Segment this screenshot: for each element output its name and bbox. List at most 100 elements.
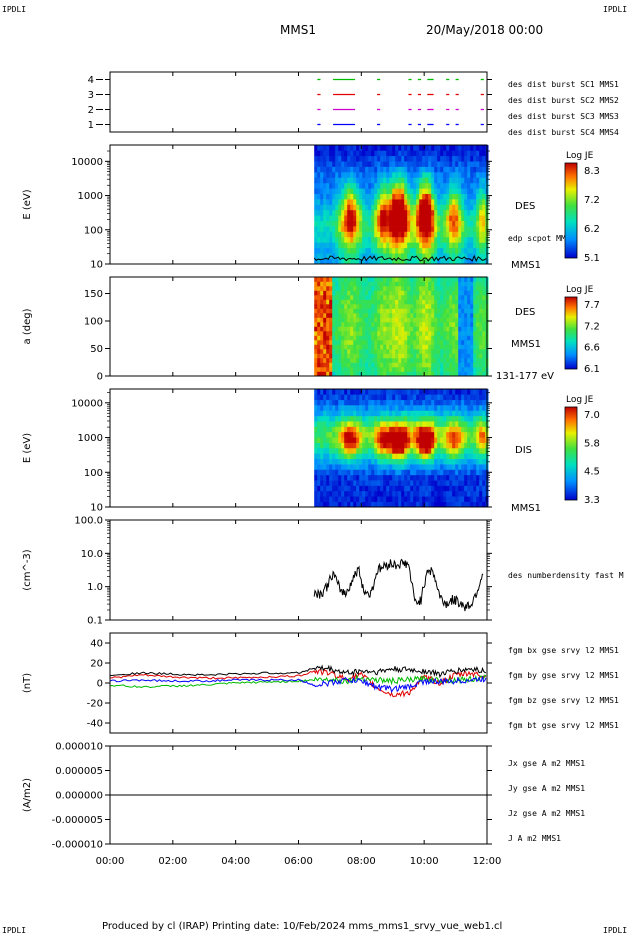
colorbar-tick-label: 7.2 <box>584 195 600 206</box>
series-line-green <box>109 674 487 689</box>
x-tick-label: 00:00 <box>96 856 125 867</box>
y-tick-label: 10000 <box>71 157 103 168</box>
panel-des-pitch: 0 50 100 150 a (deg) DES MMS1 131-177 eV Log JE 7… <box>22 276 600 383</box>
spectrogram-des-pitch <box>314 277 489 377</box>
colorbar-tick-label: 7.0 <box>584 410 600 421</box>
y-tick-label: -40 <box>87 719 103 730</box>
x-tick-label: 02:00 <box>158 856 187 867</box>
corner-label-top-right: IPDLI <box>603 5 627 14</box>
spacecraft-sublabel: MMS1 <box>511 503 541 514</box>
series-label-black: des numberdensity fast M <box>508 571 624 580</box>
series-line-blue <box>109 676 487 694</box>
panel-current-density: Jx gse A m2 MMS1 Jy gse A m2 MMS1 Jz gse A… <box>22 742 585 851</box>
series-label-red: fgm bx gse srvy l2 MMS1 <box>508 646 619 655</box>
y-tick-label: 100 <box>84 468 103 479</box>
colorbar-title: Log JE <box>566 285 594 295</box>
series-line-black <box>313 558 484 612</box>
y-axis-label: (cm^-3) <box>22 549 33 590</box>
instrument-label: DES <box>515 201 535 212</box>
energy-range-label: 131-177 eV <box>496 371 554 382</box>
x-tick-label: 10:00 <box>410 856 439 867</box>
colorbar-tick-label: 4.5 <box>584 467 600 478</box>
spacecraft-sublabel: MMS1 <box>511 260 541 271</box>
y-tick-label: 4 <box>88 75 94 86</box>
y-tick-label: 1000 <box>78 433 103 444</box>
y-tick-label: 100 <box>84 317 103 328</box>
series-label-blue: Jz gse A m2 MMS1 <box>508 809 585 818</box>
colorbar-des-pitch: Log JE 7.7 7.2 6.6 6.1 <box>564 285 600 375</box>
spectrogram-des-energy <box>313 145 489 265</box>
y-axis-label: E (eV) <box>22 189 33 219</box>
colorbar-tick-label: 7.7 <box>584 300 600 311</box>
y-tick-label: 10000 <box>71 398 103 409</box>
panel-dis-energy: 10 100 1000 10000 E (eV) DIS MMS1 Log JE 7.0 5.8 4… <box>22 388 600 514</box>
y-tick-label: 3 <box>88 90 94 101</box>
datetime-title: 20/May/2018 00:00 <box>426 23 543 37</box>
y-tick-label: 10 <box>90 503 103 514</box>
y-tick-label: 150 <box>84 289 103 300</box>
colorbar-tick-label: 5.8 <box>584 438 600 449</box>
colorbar-tick-label: 8.3 <box>584 166 600 177</box>
series-label-green: fgm by gse srvy l2 MMS1 <box>508 671 619 680</box>
colorbar-tick-label: 6.6 <box>584 343 600 354</box>
y-axis-label: (nT) <box>22 673 33 693</box>
colorbar-tick-label: 6.2 <box>584 224 600 235</box>
legend-entry-red: des dist burst SC3 MMS3 <box>508 112 619 121</box>
y-tick-label: 50 <box>90 344 103 355</box>
y-tick-label: 10 <box>90 260 103 271</box>
footer-text: Produced by cl (IRAP) Printing date: 10/… <box>102 921 502 932</box>
y-tick-label: 0 <box>97 372 103 383</box>
y-axis-label: a (deg) <box>22 308 33 344</box>
y-tick-label: -0.000010 <box>52 840 103 851</box>
instrument-label: DIS <box>515 445 532 456</box>
y-tick-label: -0.000005 <box>52 815 103 826</box>
colorbar-dis-energy: Log JE 7.0 5.8 4.5 3.3 <box>564 395 600 506</box>
colorbar-tick-label: 3.3 <box>584 495 600 506</box>
y-tick-label: 0 <box>97 679 103 690</box>
y-tick-label: 20 <box>90 659 103 670</box>
x-tick-label: 12:00 <box>473 856 502 867</box>
corner-label-bottom-left: IPDLI <box>2 926 26 934</box>
y-tick-label: 0.000005 <box>55 766 103 777</box>
y-tick-label: 1 <box>88 120 94 131</box>
colorbar-scale <box>564 406 578 501</box>
x-tick-label: 06:00 <box>284 856 313 867</box>
y-tick-label: 40 <box>90 639 103 650</box>
y-tick-label: 0.000010 <box>55 742 103 753</box>
y-tick-label: 2 <box>88 105 94 116</box>
legend-entry-green: des dist burst SC4 MMS4 <box>508 128 619 137</box>
instrument-label: DES <box>515 307 535 318</box>
series-line-black <box>109 664 487 679</box>
colorbar-des-energy: Log JE 8.3 7.2 6.2 5.1 <box>564 151 600 264</box>
series-label-green: Jy gse A m2 MMS1 <box>508 784 585 793</box>
y-tick-label: -20 <box>87 699 103 710</box>
colorbar-tick-label: 6.1 <box>584 364 600 375</box>
panel-frame <box>109 632 488 734</box>
series-label-red: Jx gse A m2 MMS1 <box>508 759 585 768</box>
y-tick-label: 1000 <box>78 191 103 202</box>
legend-entry-blue: des dist burst SC1 MMS1 <box>508 80 619 89</box>
x-tick-label: 08:00 <box>347 856 376 867</box>
y-axis-label: (A/m2) <box>22 778 33 812</box>
panel-magnetic-field: fgm bx gse srvy l2 MMS1 fgm by gse srvy l… <box>22 632 619 734</box>
y-tick-label: 0.000000 <box>55 791 103 802</box>
colorbar-tick-label: 7.2 <box>584 321 600 332</box>
colorbar-scale <box>564 296 578 370</box>
colorbar-scale <box>564 162 578 259</box>
y-tick-label: 100 <box>84 225 103 236</box>
panel-burst: des dist burst SC1 MMS1 des dist burst SC… <box>88 71 619 137</box>
y-tick-label: 100.0 <box>74 516 103 527</box>
panel-frame <box>109 71 488 133</box>
corner-label-bottom-right: IPDLI <box>603 926 627 934</box>
scpot-overlay-line <box>313 254 487 262</box>
corner-label-top-left: IPDLI <box>2 5 26 14</box>
overlay-label: edp scpot MMS1 <box>508 234 576 243</box>
spacecraft-sublabel: MMS1 <box>511 339 541 350</box>
y-tick-label: 10.0 <box>81 549 103 560</box>
spectrogram-dis-energy <box>314 389 489 508</box>
spacecraft-title: MMS1 <box>280 23 316 37</box>
y-tick-label: 0.1 <box>87 616 103 627</box>
y-tick-label: 1.0 <box>87 582 103 593</box>
panel-density: des numberdensity fast M 0.1 1.0 10.0 100.0 (… <box>22 516 624 627</box>
